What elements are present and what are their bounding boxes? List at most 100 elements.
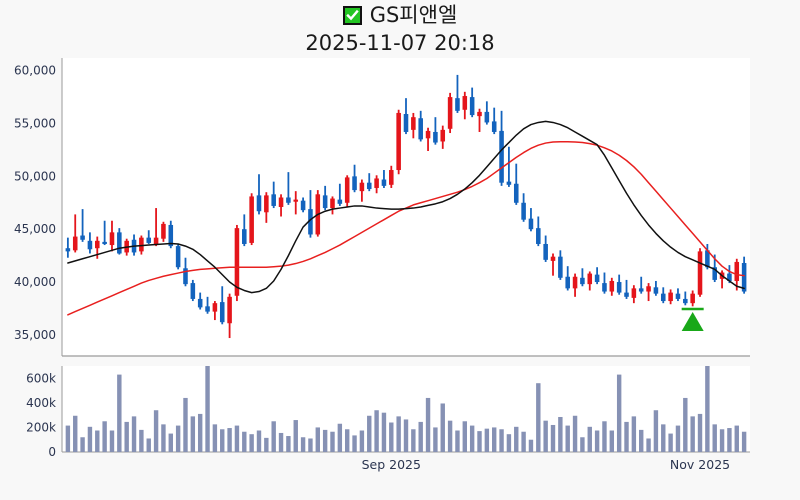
volume-bar bbox=[337, 423, 343, 452]
candle-body bbox=[513, 183, 519, 203]
volume-bar bbox=[683, 397, 688, 452]
volume-bar bbox=[609, 430, 615, 452]
candle-body bbox=[660, 293, 666, 302]
volume-bar bbox=[308, 438, 313, 452]
candle-body bbox=[580, 277, 585, 285]
volume-bar bbox=[146, 438, 151, 452]
candle-body bbox=[374, 178, 379, 188]
volume-bar bbox=[712, 424, 717, 452]
volume-bar bbox=[293, 420, 298, 452]
volume-bar bbox=[594, 430, 600, 452]
candle-body bbox=[528, 218, 534, 230]
x-axis-tick-label: Nov 2025 bbox=[670, 457, 730, 472]
volume-bar bbox=[234, 425, 240, 452]
volume-bar bbox=[528, 439, 534, 452]
volume-bar bbox=[514, 426, 519, 452]
candle-body bbox=[80, 235, 85, 240]
volume-bar bbox=[719, 429, 725, 452]
candle-body bbox=[212, 303, 218, 312]
candle-body bbox=[87, 240, 93, 250]
volume-bar bbox=[433, 427, 438, 452]
volume-bar bbox=[697, 413, 703, 452]
candle-body bbox=[543, 243, 548, 260]
volume-bar bbox=[381, 412, 387, 452]
candle-body bbox=[95, 240, 100, 249]
candle-body bbox=[499, 130, 504, 183]
volume-bar bbox=[536, 383, 541, 452]
volume-bar bbox=[550, 424, 556, 452]
candle-body bbox=[631, 288, 637, 298]
buy-triangle-up-icon bbox=[681, 312, 704, 331]
volume-bar bbox=[455, 430, 460, 452]
volume-bar bbox=[367, 415, 372, 452]
volume-bar bbox=[675, 425, 681, 452]
candle-body bbox=[411, 117, 416, 130]
candle-body bbox=[227, 296, 232, 324]
volume-bar bbox=[411, 429, 416, 452]
candle-body bbox=[403, 114, 409, 132]
candle-body bbox=[675, 293, 681, 299]
volume-axis-tick-label: 0 bbox=[48, 445, 56, 459]
candle-body bbox=[572, 276, 578, 289]
candle-body bbox=[109, 232, 115, 246]
volume-bar bbox=[653, 410, 659, 452]
candle-body bbox=[506, 181, 512, 185]
volume-bar bbox=[727, 428, 732, 452]
volume-bar bbox=[572, 415, 578, 452]
volume-bar bbox=[741, 431, 747, 452]
candle-body bbox=[602, 283, 607, 292]
candle-body bbox=[183, 268, 188, 285]
volume-bar bbox=[220, 429, 225, 452]
price-axis-tick-label: 60,000 bbox=[14, 64, 56, 78]
volume-bar bbox=[616, 374, 622, 452]
check-box-green-icon[interactable] bbox=[342, 5, 362, 25]
volume-bar bbox=[95, 430, 100, 452]
volume-bar bbox=[264, 437, 269, 452]
volume-bar bbox=[271, 421, 276, 452]
volume-bar bbox=[631, 416, 637, 452]
volume-bar bbox=[484, 428, 490, 452]
candle-body bbox=[697, 251, 703, 295]
volume-bar bbox=[168, 433, 173, 452]
candle-body bbox=[278, 197, 284, 207]
volume-bar bbox=[102, 421, 107, 452]
candle-body bbox=[161, 223, 166, 239]
candle-body bbox=[491, 121, 497, 132]
volume-bar bbox=[477, 431, 482, 452]
volume-bar bbox=[580, 437, 585, 452]
candle-body bbox=[550, 256, 556, 261]
candle-body bbox=[352, 176, 357, 191]
volume-bar bbox=[565, 425, 570, 452]
volume-axis-tick-label: 600k bbox=[26, 371, 56, 385]
volume-bar bbox=[374, 410, 379, 452]
volume-bar bbox=[286, 436, 291, 452]
candle-body bbox=[565, 276, 570, 289]
candle-body bbox=[477, 111, 482, 117]
candle-body bbox=[249, 196, 254, 243]
candle-body bbox=[646, 286, 651, 292]
chart-header: GS피앤엘 2025-11-07 20:18 bbox=[0, 0, 800, 56]
candle-body bbox=[293, 199, 299, 202]
title-row: GS피앤엘 bbox=[0, 1, 800, 29]
volume-bar bbox=[139, 429, 144, 452]
candle-body bbox=[139, 237, 144, 252]
volume-bar bbox=[278, 432, 284, 452]
candle-body bbox=[469, 97, 475, 116]
volume-bar bbox=[175, 425, 181, 452]
price-axis-tick-label: 40,000 bbox=[14, 275, 56, 289]
volume-bar bbox=[389, 422, 394, 452]
volume-bar bbox=[396, 416, 401, 452]
volume-bar bbox=[469, 425, 475, 452]
volume-bar bbox=[212, 424, 218, 452]
volume-axis-tick-label: 400k bbox=[26, 396, 56, 410]
candle-body bbox=[594, 274, 600, 283]
volume-bar bbox=[499, 429, 504, 452]
volume-bar bbox=[124, 421, 129, 452]
candle-body bbox=[197, 298, 203, 308]
volume-bar bbox=[205, 366, 210, 452]
candle-body bbox=[168, 224, 174, 247]
candle-body bbox=[271, 194, 276, 206]
candle-body bbox=[425, 130, 431, 139]
